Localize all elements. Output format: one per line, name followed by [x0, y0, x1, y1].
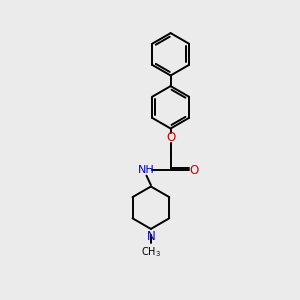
Text: N: N	[146, 230, 155, 243]
Text: O: O	[166, 131, 175, 144]
Text: NH: NH	[138, 165, 155, 175]
Text: CH$_3$: CH$_3$	[141, 246, 161, 260]
Text: O: O	[190, 164, 199, 177]
